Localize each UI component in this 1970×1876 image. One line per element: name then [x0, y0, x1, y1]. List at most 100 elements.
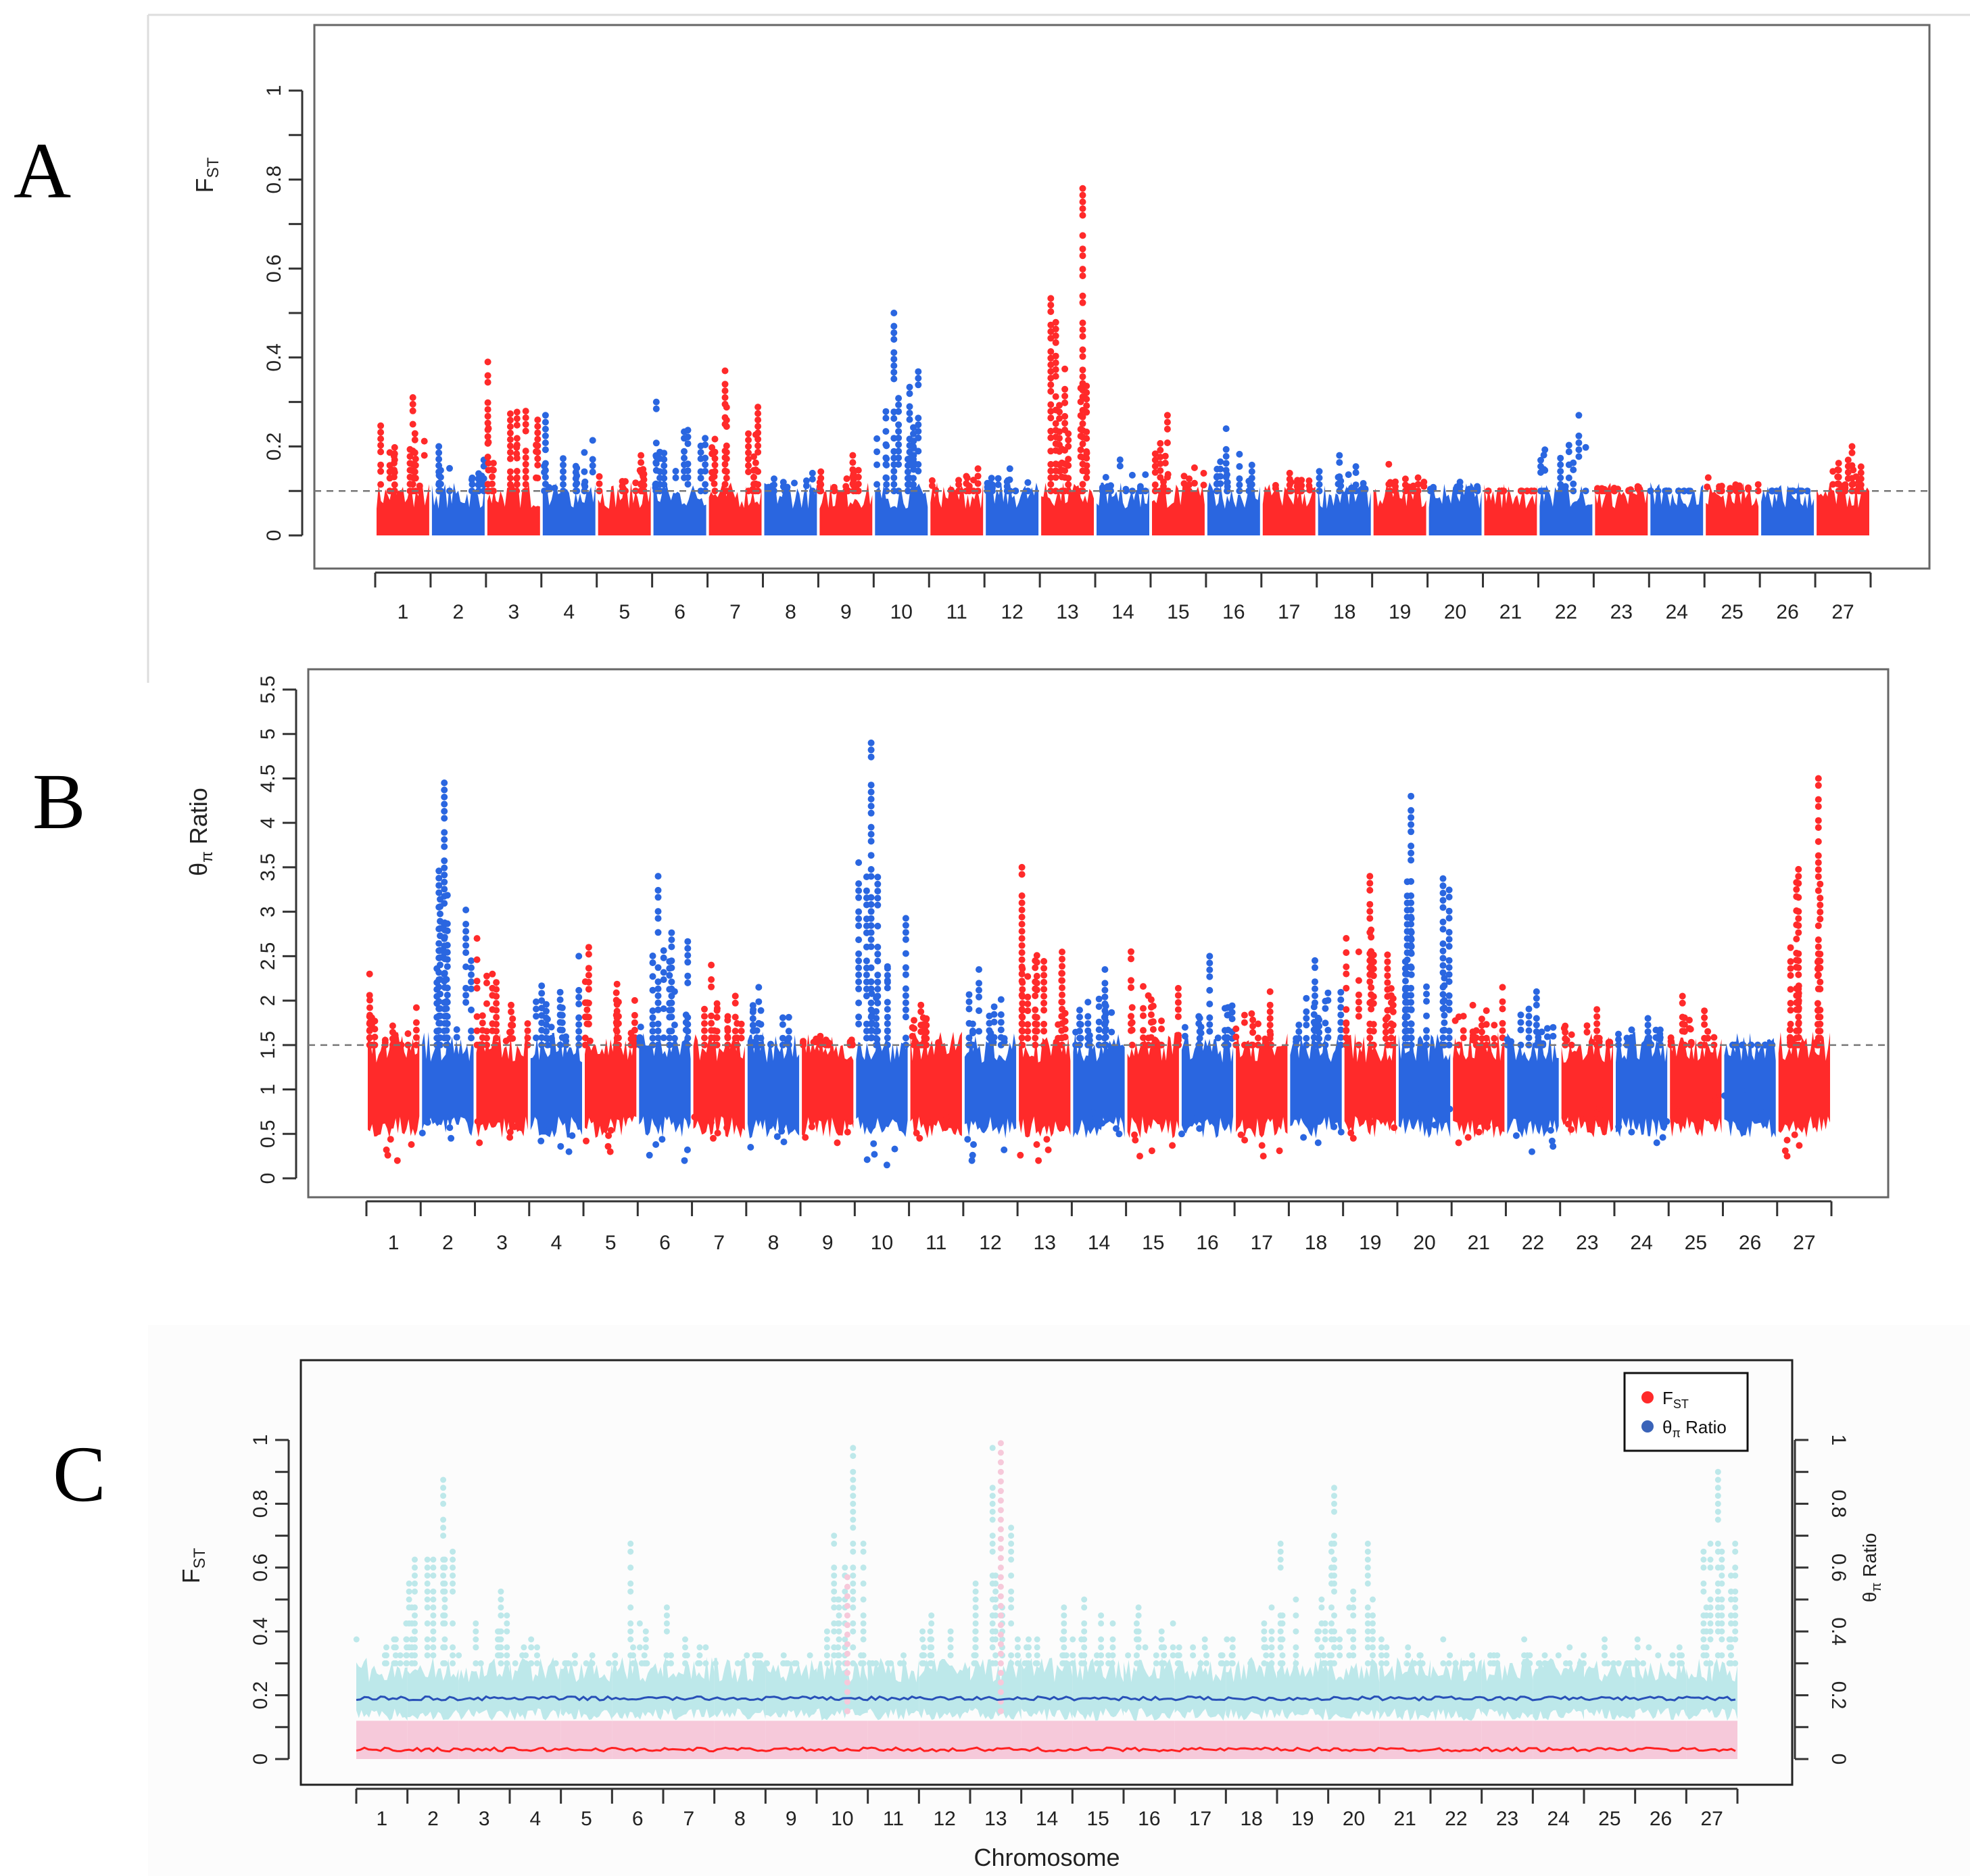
data-point [764, 1660, 770, 1666]
data-point [817, 481, 825, 488]
data-point [1170, 1644, 1176, 1651]
data-point [412, 1019, 420, 1026]
x-tick-label: 19 [1291, 1808, 1314, 1830]
data-point [424, 1588, 431, 1595]
data-point [1473, 486, 1481, 494]
data-point [684, 481, 692, 488]
data-point [666, 971, 673, 979]
ratio-point-cloud [1379, 1657, 1431, 1721]
data-point [412, 1026, 420, 1034]
data-point [1416, 1652, 1423, 1659]
data-point [684, 467, 692, 475]
data-point [836, 1636, 842, 1643]
data-point [882, 408, 890, 415]
data-point [1040, 992, 1048, 1000]
data-point [1562, 1660, 1569, 1666]
data-point [581, 1013, 589, 1021]
data-point [1034, 1644, 1040, 1651]
data-point [817, 487, 825, 495]
data-point [1024, 993, 1032, 1001]
data-point [702, 481, 709, 488]
data-point [1135, 1612, 1142, 1619]
data-point [1014, 1644, 1021, 1651]
data-point [654, 1034, 662, 1042]
data-point [850, 1476, 857, 1483]
data-point [850, 1572, 857, 1579]
data-point [890, 415, 898, 422]
data-point [489, 487, 497, 495]
data-point [1206, 986, 1214, 994]
data-point [1170, 1652, 1176, 1659]
data-point [666, 1007, 673, 1014]
data-point [441, 886, 448, 893]
data-point [450, 1620, 456, 1627]
data-point [484, 372, 491, 379]
data-point [1157, 460, 1164, 467]
data-point [1033, 959, 1040, 966]
data-point [835, 1644, 842, 1651]
data-point [412, 1620, 418, 1627]
data-point [1174, 1652, 1181, 1659]
y-tick-label: 0.4 [263, 343, 285, 372]
data-point [462, 907, 470, 913]
data-point [406, 1620, 412, 1627]
point-cloud [964, 1032, 1017, 1138]
data-point [895, 395, 903, 402]
data-point [1676, 1652, 1683, 1659]
data-point [1408, 1041, 1415, 1049]
data-point [1267, 1031, 1274, 1038]
data-point [1095, 1041, 1103, 1049]
data-point [627, 1580, 634, 1587]
data-point [663, 1612, 670, 1619]
data-point [1008, 1556, 1015, 1563]
data-point [989, 1508, 996, 1515]
data-point [479, 1034, 486, 1041]
data-point [437, 976, 443, 983]
data-point [668, 978, 675, 986]
point-cloud [1616, 1032, 1668, 1137]
data-point [1408, 857, 1415, 864]
ratio-point-cloud [1072, 1657, 1124, 1721]
data-point [642, 1644, 649, 1651]
data-point [721, 367, 729, 375]
data-point [424, 1119, 431, 1126]
chromosome-27 [1778, 775, 1830, 1160]
data-point [844, 1583, 850, 1590]
x-tick-label: 23 [1610, 601, 1633, 623]
data-point [534, 416, 542, 424]
data-point [1656, 1034, 1664, 1041]
data-point [1258, 1142, 1266, 1149]
data-point [779, 1014, 786, 1021]
y-axis-title-main: F [191, 178, 218, 193]
data-point [1445, 942, 1453, 950]
data-point [1366, 880, 1374, 887]
data-point [900, 1652, 907, 1659]
data-point [997, 1019, 1005, 1026]
data-point [604, 1143, 612, 1150]
point-cloud [476, 1032, 528, 1138]
y-tick-label: 0 [257, 1173, 279, 1184]
data-point [381, 1036, 389, 1044]
data-point [1019, 1028, 1026, 1035]
data-point [972, 1604, 979, 1611]
data-point [1077, 412, 1084, 419]
data-point [1065, 436, 1072, 443]
data-point [1337, 1019, 1345, 1026]
data-point [627, 1588, 634, 1595]
data-point [874, 888, 882, 895]
data-point [1593, 1110, 1600, 1117]
data-point [714, 1130, 721, 1136]
data-point [1266, 1008, 1274, 1015]
data-point [441, 871, 448, 879]
data-point [1787, 1000, 1794, 1007]
data-point [844, 1574, 850, 1581]
y-tick-label: 5.5 [257, 675, 279, 704]
data-point [1478, 1015, 1485, 1023]
data-point [446, 1113, 453, 1121]
point-cloud [1290, 1032, 1342, 1138]
data-point [1541, 1660, 1548, 1666]
data-point [1441, 1116, 1448, 1124]
data-point [874, 957, 882, 965]
